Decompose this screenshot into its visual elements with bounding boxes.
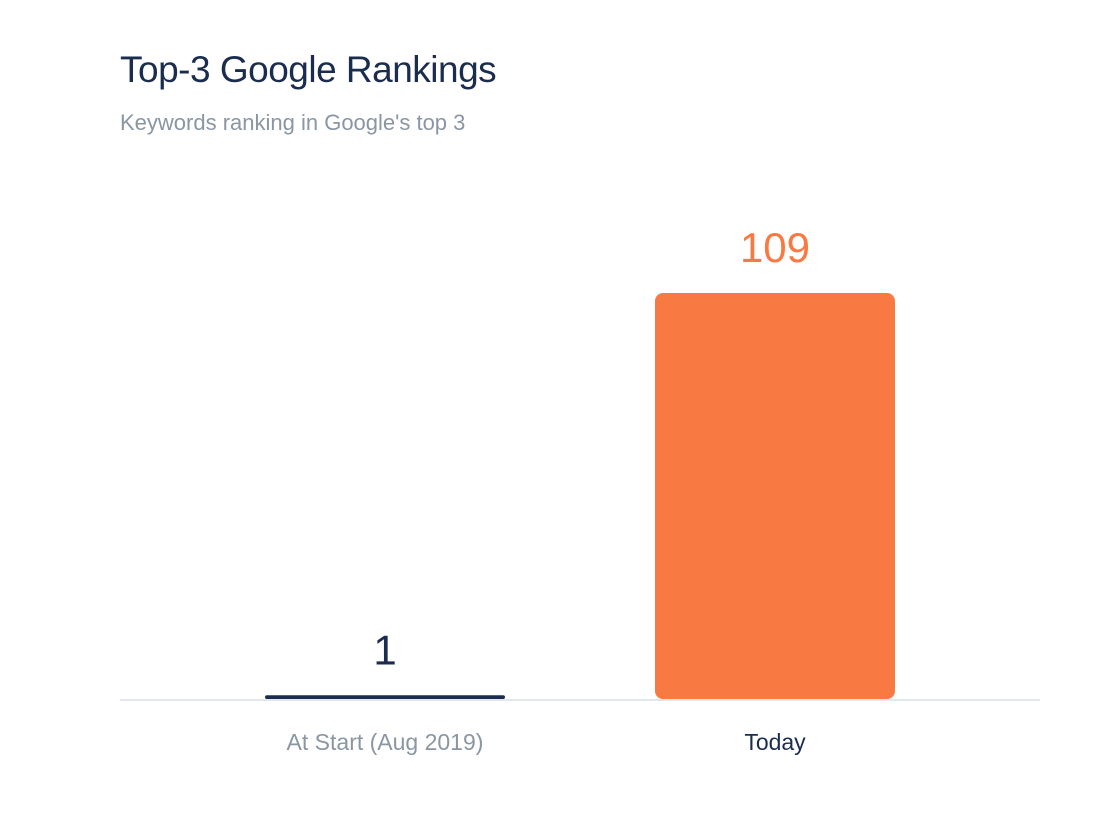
value-label: 1 <box>373 626 396 673</box>
chart-title: Top-3 Google Rankings <box>120 49 496 90</box>
bar <box>655 293 895 699</box>
x-tick-label: At Start (Aug 2019) <box>287 729 484 755</box>
chart-subtitle: Keywords ranking in Google's top 3 <box>120 110 465 135</box>
value-label: 109 <box>740 224 810 271</box>
x-tick-label: Today <box>744 729 806 755</box>
bar <box>265 695 505 699</box>
